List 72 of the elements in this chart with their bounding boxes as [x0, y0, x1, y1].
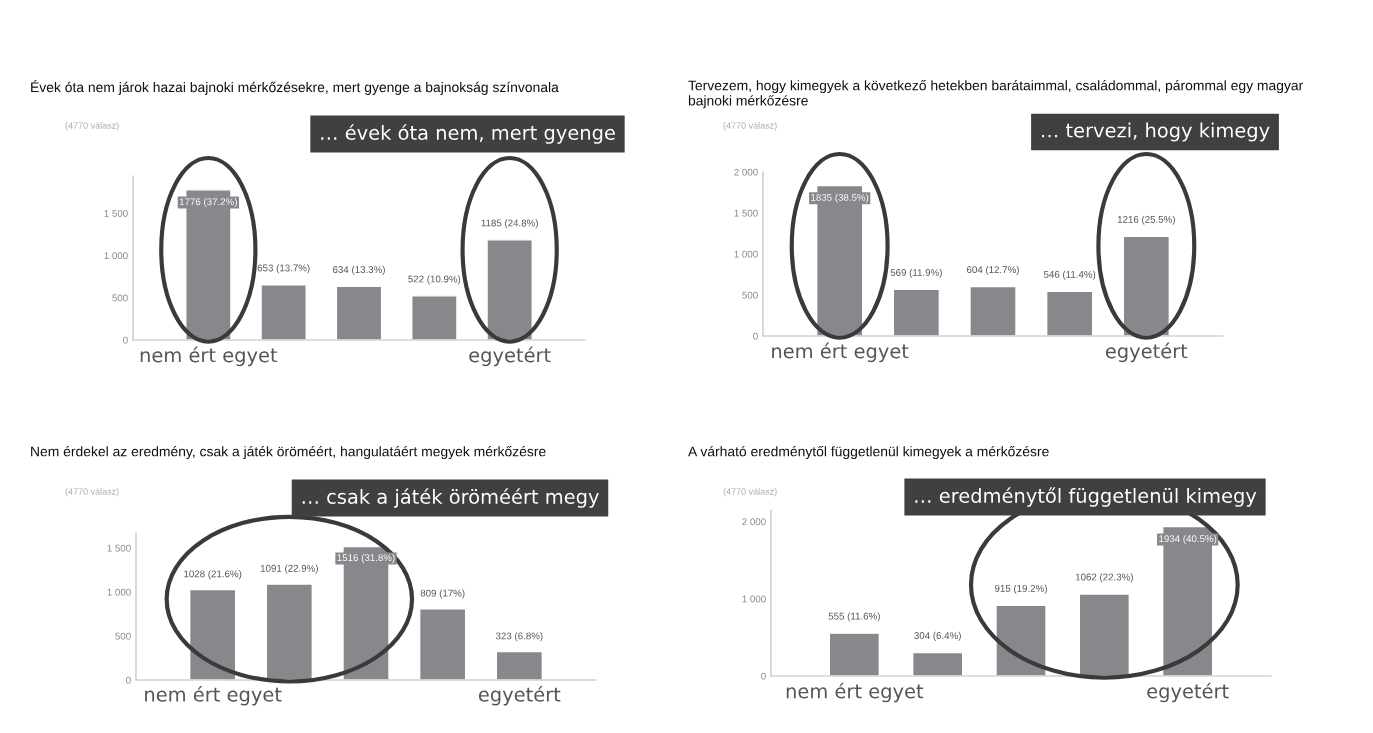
y-tick-label: 1 000: [734, 250, 758, 258]
data-label: 1062 (22.3%): [1075, 573, 1133, 583]
y-tick-label: 0: [761, 672, 766, 680]
data-label: 304 (6.4%): [914, 631, 961, 641]
bar: [1045, 290, 1094, 336]
bar: [335, 285, 383, 340]
bar: [418, 608, 467, 680]
bar: [411, 295, 458, 340]
x-tick-label: nem ért egyet: [786, 682, 924, 703]
data-label: 1776 (37.2%): [179, 198, 237, 208]
bar: [911, 651, 964, 676]
data-label: 915 (19.2%): [994, 584, 1047, 594]
y-tick-label: 1 500: [734, 209, 758, 217]
data-label: 1216 (25.5%): [1117, 215, 1175, 225]
x-tick-label: egyetért: [1105, 342, 1188, 363]
data-label: 653 (13.7%): [257, 264, 310, 274]
y-tick-label: 500: [115, 632, 131, 640]
text: … évek óta nem, mert gyenge: [321, 124, 615, 144]
chart-subtitle: (4770 válasz): [65, 122, 119, 131]
bar: [265, 583, 314, 680]
y-tick-label: 0: [753, 332, 758, 340]
y-tick-label: 500: [112, 294, 128, 302]
y-tick-label: 2 000: [742, 518, 766, 526]
bar: [995, 604, 1047, 676]
data-label: 569 (11.9%): [890, 268, 942, 278]
x-tick-label: egyetért: [478, 685, 561, 706]
bar: [260, 284, 307, 340]
data-label: 1091 (22.9%): [260, 564, 318, 574]
data-label: 604 (12.7%): [967, 265, 1019, 275]
chart-subtitle: (4770 válasz): [723, 488, 777, 497]
data-label: 1516 (31.8%): [337, 553, 395, 563]
text: … csak a játék öröméért megy: [302, 488, 599, 508]
bar: [828, 632, 881, 676]
bar: [486, 239, 533, 340]
data-label: 555 (11.6%): [828, 612, 880, 622]
chart-title: Tervezem, hogy kimegyek a következő hetekben barátaimmal, családommal, párommal egy magyar bajnoki mérkőzésre: [688, 80, 1303, 109]
data-label: 634 (13.3%): [333, 265, 385, 275]
y-tick-label: 0: [126, 676, 131, 684]
y-tick-label: 1 500: [107, 544, 131, 552]
bar: [495, 650, 544, 680]
x-tick-label: egyetért: [469, 346, 551, 367]
y-tick-label: 0: [123, 336, 128, 344]
text: … eredménytől függetlenül kimegy: [915, 487, 1257, 507]
text: … tervezi, hogy kimegy: [1042, 122, 1270, 142]
y-tick-label: 1 000: [107, 588, 131, 596]
data-label: 522 (10.9%): [408, 275, 461, 285]
data-label: 546 (11.4%): [1043, 270, 1096, 280]
chart-subtitle: (4770 válasz): [723, 122, 777, 131]
data-label: 809 (17%): [420, 589, 465, 599]
data-label: 323 (6.8%): [495, 632, 543, 642]
bar: [188, 588, 237, 680]
y-tick-label: 1 500: [104, 209, 128, 217]
data-label: 1934 (40.5%): [1159, 534, 1217, 545]
bar: [1078, 593, 1131, 676]
data-label: 1835 (38.5%): [811, 193, 869, 203]
x-tick-label: nem ért egyet: [145, 685, 282, 706]
y-tick-label: 500: [742, 291, 758, 299]
x-tick-label: egyetért: [1147, 682, 1229, 703]
chart-title: A várható eredménytől függetlenül kimegyek a mérkőzésre: [688, 446, 1049, 460]
x-tick-label: nem ért egyet: [140, 346, 278, 367]
y-tick-label: 1 000: [742, 595, 766, 603]
bar: [892, 288, 941, 336]
chart-subtitle: (4770 válasz): [65, 488, 119, 497]
chart-title: Évek óta nem járok hazai bajnoki mérkőzésekre, mert gyenge a bajnokság színvonala: [31, 80, 559, 95]
bar: [969, 285, 1017, 336]
y-tick-label: 1 000: [104, 252, 128, 260]
data-label: 1185 (24.8%): [481, 219, 538, 229]
y-tick-label: 2 000: [734, 168, 758, 176]
data-label: 1028 (21.6%): [184, 570, 242, 580]
chart-title: Nem érdekel az eredmény, csak a játék öröméért, hangulatáért megyek mérkőzésre: [31, 446, 546, 460]
x-tick-label: nem ért egyet: [772, 342, 909, 363]
bar: [1122, 235, 1171, 336]
